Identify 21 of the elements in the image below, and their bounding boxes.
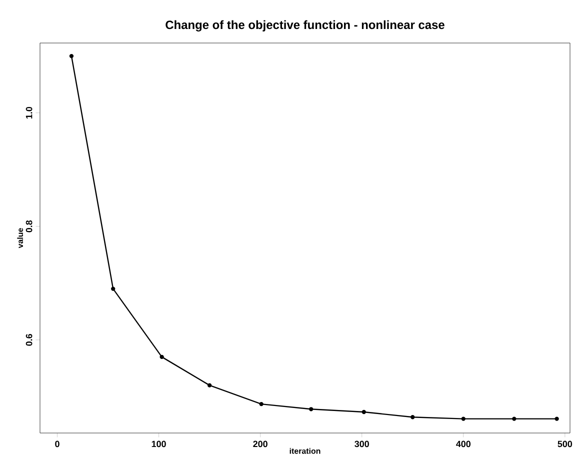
point [207, 383, 212, 388]
x-tick-label: 400 [456, 440, 471, 448]
point [512, 416, 516, 421]
x-tick-label: 100 [152, 440, 166, 448]
y-tick-label: 0.6 [26, 334, 32, 346]
x-tick-label: 0 [55, 440, 60, 448]
x-tick-label: 200 [253, 440, 268, 448]
x-tick-label: 300 [354, 440, 369, 448]
y-tick-label: 1.0 [26, 106, 32, 118]
chart-title: Change of the objective function - nonlinear case [166, 20, 444, 32]
point [111, 286, 116, 291]
point [461, 416, 466, 421]
point [309, 407, 314, 412]
y-tick-label: 0.8 [26, 220, 32, 232]
point [69, 54, 74, 58]
point [554, 416, 559, 421]
point [410, 415, 415, 420]
x-tick-label: 500 [558, 440, 572, 448]
point [362, 410, 366, 414]
point [259, 402, 264, 406]
point [160, 354, 164, 360]
